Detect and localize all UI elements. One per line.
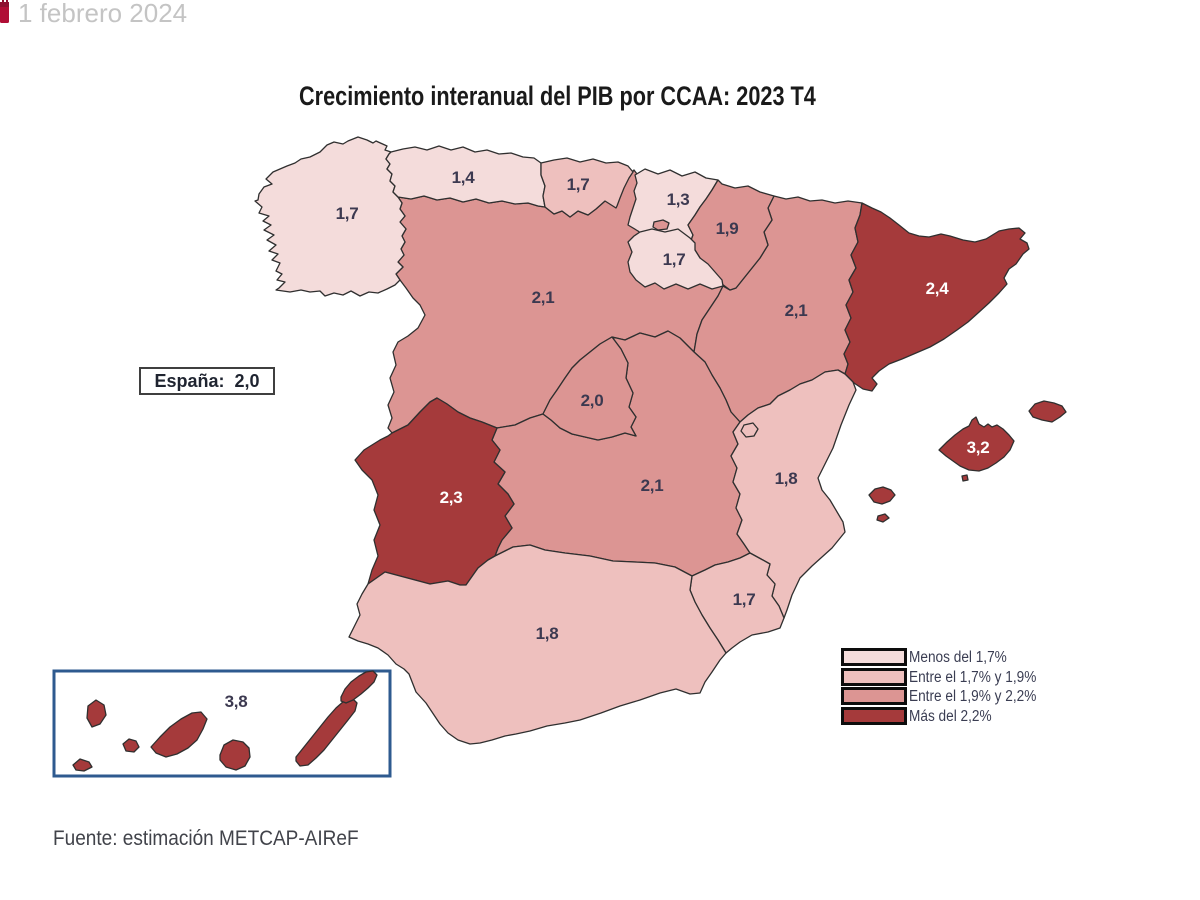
svg-text:1,8: 1,8 xyxy=(536,624,559,643)
svg-text:3,2: 3,2 xyxy=(967,438,990,457)
svg-text:1,9: 1,9 xyxy=(716,219,739,238)
svg-text:1,7: 1,7 xyxy=(733,590,756,609)
svg-text:2,3: 2,3 xyxy=(440,488,463,507)
svg-text:2,4: 2,4 xyxy=(926,279,950,298)
svg-text:2,1: 2,1 xyxy=(641,476,664,495)
svg-text:2,0: 2,0 xyxy=(581,391,604,410)
svg-text:1,4: 1,4 xyxy=(452,168,476,187)
svg-text:3,8: 3,8 xyxy=(225,692,248,711)
svg-text:1,7: 1,7 xyxy=(663,250,686,269)
svg-text:1,8: 1,8 xyxy=(775,469,798,488)
svg-text:1,3: 1,3 xyxy=(667,190,690,209)
svg-text:2,1: 2,1 xyxy=(532,288,555,307)
svg-text:2,1: 2,1 xyxy=(785,301,808,320)
svg-text:1,7: 1,7 xyxy=(567,175,590,194)
svg-text:1,7: 1,7 xyxy=(336,204,359,223)
